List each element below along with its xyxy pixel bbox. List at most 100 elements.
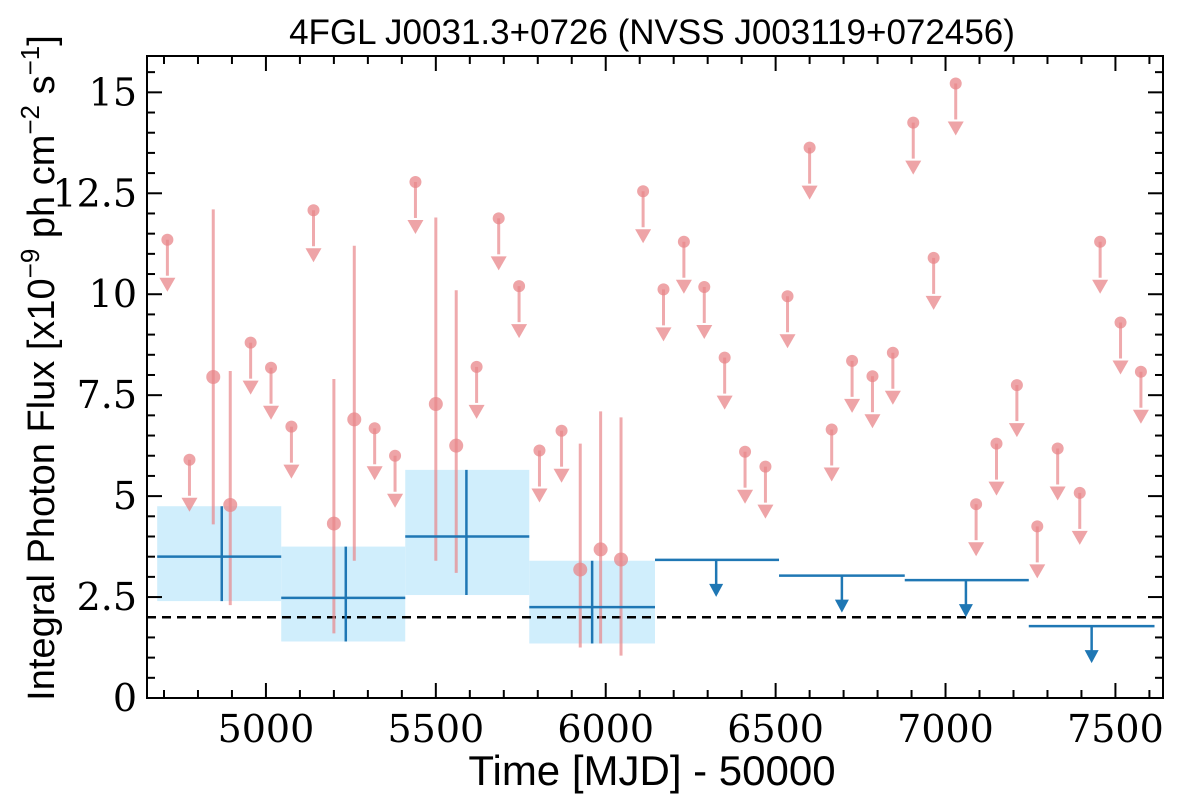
upper-limit-arrow [823, 467, 840, 482]
upper-limit-point [927, 251, 940, 264]
y-tick-label: 7.5 [77, 373, 137, 417]
upper-limit-arrow [305, 248, 322, 263]
upper-limit-arrow [1071, 530, 1088, 545]
upper-limit-point [637, 185, 650, 198]
upper-limit-arrow [947, 121, 964, 136]
long-bin-limit-arrow [834, 599, 849, 613]
axes: 5000 5500 6000 6500 7000 7500 0 2.5 5 7.5 10 12.5 15 [52, 55, 1164, 751]
upper-limit-point [1010, 379, 1023, 392]
upper-limit-point [781, 290, 794, 303]
short-bin-point [428, 397, 443, 412]
upper-limit-arrow [283, 464, 300, 479]
upper-limit-arrow [635, 229, 652, 244]
short-bin-point [223, 497, 238, 512]
upper-limit-arrow [263, 405, 280, 420]
long-bin-limit-arrow [709, 583, 724, 597]
upper-limit-point [533, 444, 546, 457]
short-bin-point [326, 516, 341, 531]
x-tick-label: 6500 [727, 707, 824, 751]
upper-limit-point [265, 361, 278, 374]
short-bin-point [206, 370, 221, 384]
short-bin-point [347, 412, 362, 427]
upper-limit-point [389, 449, 402, 462]
upper-limit-arrow [531, 488, 548, 503]
upper-limit-arrow [490, 256, 507, 271]
upper-limit-point [739, 445, 752, 458]
upper-limit-point [183, 453, 196, 466]
x-tick-label: 5000 [218, 707, 315, 751]
short-bin-point [614, 552, 629, 567]
upper-limit-point [1051, 442, 1064, 455]
short-bin-point [449, 438, 464, 453]
y-tick-label: 12.5 [52, 171, 137, 215]
x-tick-label: 7500 [1067, 707, 1164, 751]
upper-limit-arrow [1029, 564, 1046, 579]
y-tick-label: 2.5 [77, 575, 137, 619]
upper-limit-point [718, 351, 731, 364]
plot-area [147, 77, 1163, 664]
upper-limit-point [990, 437, 1003, 450]
long-bin-band [281, 546, 406, 642]
upper-limit-point [698, 280, 711, 293]
upper-limit-arrow [716, 395, 733, 410]
upper-limit-arrow [757, 504, 774, 519]
chart-title: 4FGL J0031.3+0726 (NVSS J003119+072456) [289, 13, 1015, 52]
short-bin-point [573, 562, 588, 577]
long-bin-limit-arrow [958, 604, 973, 618]
long-bin-band [157, 506, 282, 602]
upper-limit-arrow [801, 185, 818, 200]
upper-limit-point [949, 77, 962, 90]
upper-limit-arrow [696, 324, 713, 339]
upper-limit-point [866, 370, 879, 383]
upper-limit-arrow [1092, 279, 1109, 294]
upper-limit-point [470, 360, 483, 373]
upper-limit-point [555, 424, 568, 437]
upper-limit-point [244, 336, 257, 349]
upper-limit-point [285, 420, 298, 433]
y-tick-label: 15 [89, 70, 137, 114]
plot-frame [146, 55, 1164, 699]
upper-limit-arrow [884, 390, 901, 405]
upper-limit-arrow [988, 481, 1005, 496]
y-tick-label: 10 [89, 272, 137, 316]
upper-limit-arrow [407, 219, 424, 234]
upper-limit-point [307, 204, 320, 217]
upper-limit-point [825, 423, 838, 436]
upper-limit-point [1134, 365, 1147, 378]
upper-limit-arrow [1008, 423, 1025, 438]
upper-limit-arrow [1049, 486, 1066, 501]
upper-limit-arrow [181, 497, 198, 512]
upper-limit-point [409, 175, 422, 188]
upper-limit-arrow [242, 380, 259, 395]
upper-limit-point [759, 460, 772, 473]
y-tick-label: 5 [113, 474, 137, 518]
upper-limit-arrow [864, 414, 881, 429]
upper-limit-point [677, 235, 690, 248]
upper-limit-arrow [675, 279, 692, 294]
upper-limit-arrow [1132, 409, 1149, 424]
upper-limit-point [886, 346, 899, 359]
x-tick-label: 6000 [557, 707, 654, 751]
y-axis-label: Integral Photon Flux [x10−9 ph cm−2 s−1] [15, 35, 63, 701]
upper-limit-arrow [779, 334, 796, 349]
upper-limit-arrow [1112, 360, 1129, 375]
upper-limit-point [907, 116, 920, 129]
long-bin-limit-arrow [1084, 650, 1099, 664]
upper-limit-point [513, 280, 526, 293]
x-tick-label: 5500 [387, 707, 484, 751]
upper-limit-arrow [905, 160, 922, 175]
y-tick-label: 0 [113, 676, 137, 720]
upper-limit-point [970, 498, 983, 511]
upper-limit-point [846, 354, 859, 367]
upper-limit-arrow [553, 468, 570, 483]
upper-limit-point [161, 233, 174, 246]
x-tick-label: 7000 [897, 707, 994, 751]
x-axis-label: Time [MJD] - 50000 [468, 747, 835, 794]
upper-limit-arrow [655, 327, 672, 342]
upper-limit-arrow [387, 493, 404, 508]
short-bin-point [593, 542, 608, 557]
upper-limit-point [803, 141, 816, 154]
upper-limit-arrow [844, 398, 861, 413]
upper-limit-arrow [968, 542, 985, 557]
